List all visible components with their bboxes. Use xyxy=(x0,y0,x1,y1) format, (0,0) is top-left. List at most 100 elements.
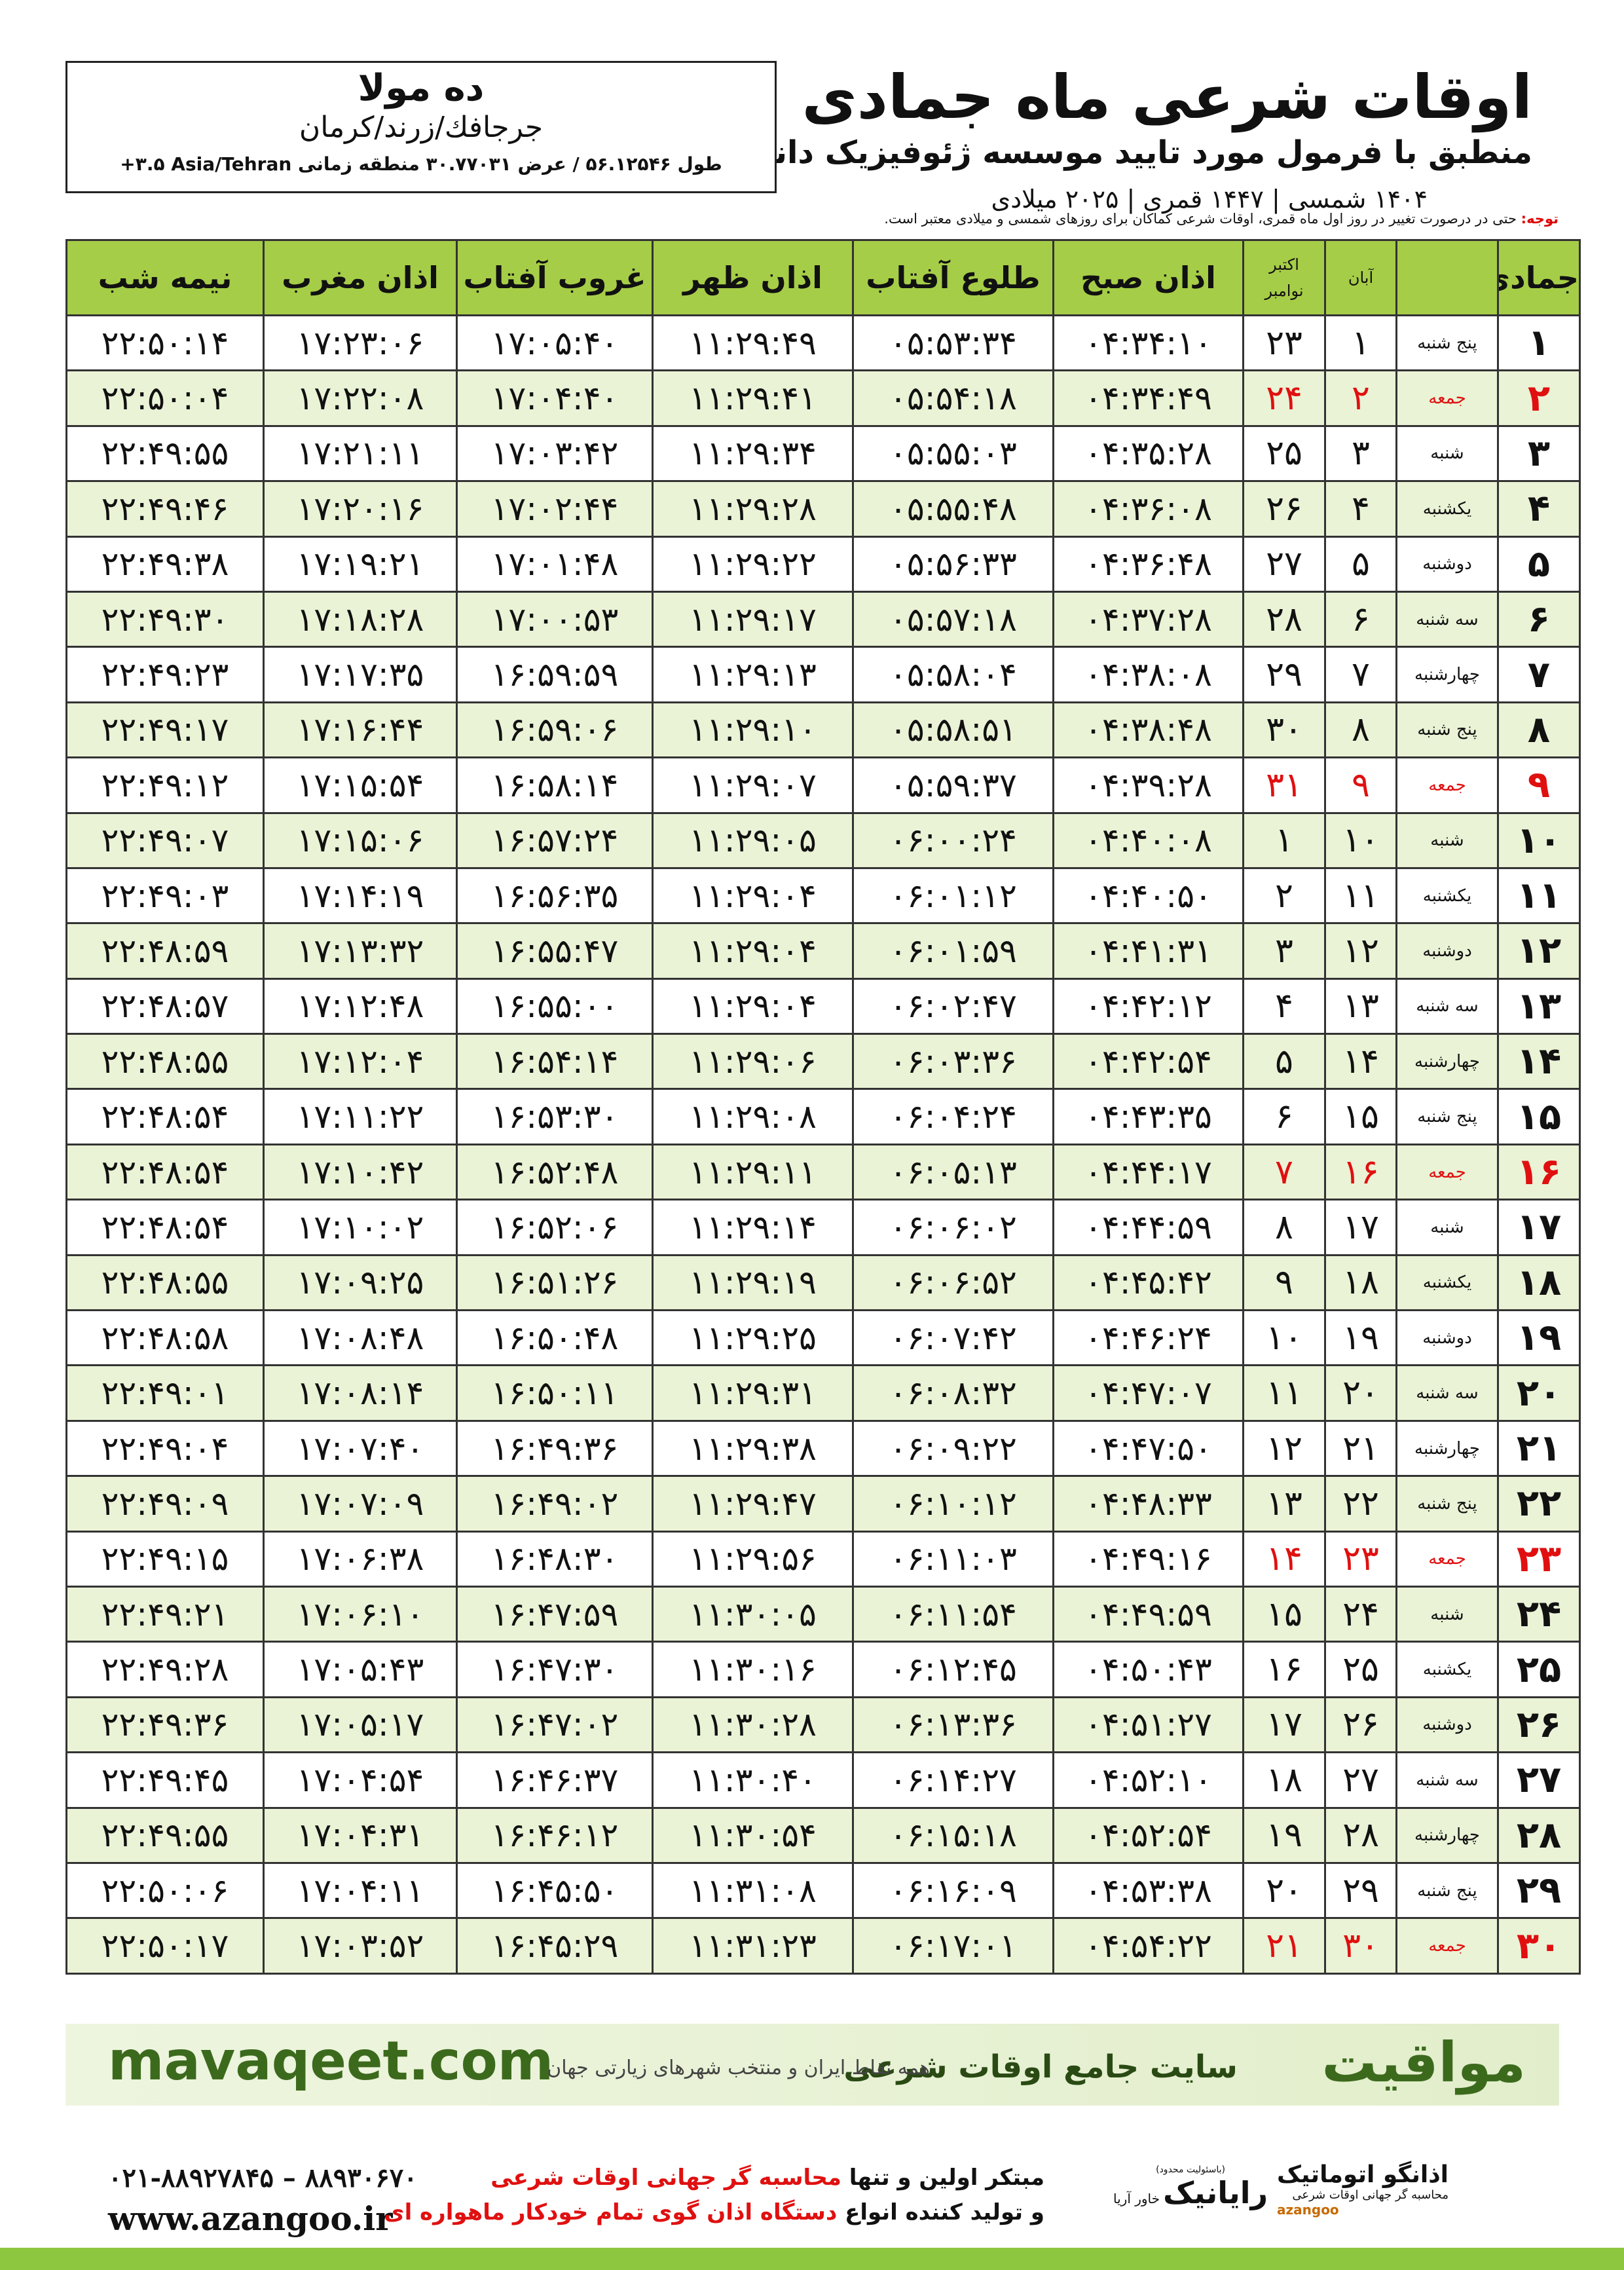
gregorian-day: ۱۵ xyxy=(1242,1585,1326,1643)
lunar-day: ۱۷ xyxy=(1497,1199,1581,1256)
gregorian-day: ۲۶ xyxy=(1242,480,1326,538)
sunrise: ۰۶:۰۲:۴۷ xyxy=(852,977,1054,1035)
lunar-day: ۲۰ xyxy=(1497,1364,1581,1422)
dhuhr: ۱۱:۲۹:۱۱ xyxy=(652,1143,854,1201)
gregorian-day: ۸ xyxy=(1242,1199,1326,1256)
sunrise: ۰۶:۱۴:۲۷ xyxy=(852,1751,1054,1809)
table-row: ۲۵ یکشنبه ۲۵ ۱۶ ۰۴:۵۰:۴۳ ۰۶:۱۲:۴۵ ۱۱:۳۰:۱۶ ۱۶:۴… xyxy=(65,1641,1581,1698)
maghrib: ۱۷:۱۵:۰۶ xyxy=(263,811,458,869)
logo-sub: خاور آریا xyxy=(1113,2191,1160,2206)
maghrib: ۱۷:۰۷:۴۰ xyxy=(263,1419,458,1478)
maghrib: ۱۷:۲۲:۰۸ xyxy=(263,369,458,427)
sunrise: ۰۶:۱۵:۱۸ xyxy=(852,1806,1054,1864)
sunrise: ۰۶:۱۶:۰۹ xyxy=(852,1861,1054,1920)
fajr: ۰۴:۴۱:۳۱ xyxy=(1052,922,1244,980)
midnight: ۲۲:۴۹:۴۶ xyxy=(65,480,265,538)
table-row: ۲۱ چهارشنبه ۲۱ ۱۲ ۰۴:۴۷:۵۰ ۰۶:۰۹:۲۲ ۱۱:۲۹:۳۸ ۱۶… xyxy=(65,1419,1581,1478)
table-row: ۱۷ شنبه ۱۷ ۸ ۰۴:۴۴:۵۹ ۰۶:۰۶:۰۲ ۱۱:۲۹:۱۴ ۱۶:۵۲:۰… xyxy=(65,1199,1581,1256)
aban-day: ۱۵ xyxy=(1324,1088,1397,1145)
gregorian-day: ۲۴ xyxy=(1242,369,1326,427)
midnight: ۲۲:۴۹:۰۱ xyxy=(65,1364,265,1422)
table-row: ۹ جمعه ۹ ۳۱ ۰۴:۳۹:۲۸ ۰۵:۵۹:۳۷ ۱۱:۲۹:۰۷ ۱۶:۵۸:۱۴… xyxy=(65,756,1581,814)
midnight: ۲۲:۴۸:۵۴ xyxy=(65,1143,265,1201)
weekday: جمعه xyxy=(1395,756,1499,814)
gregorian-day: ۲۷ xyxy=(1242,535,1326,593)
midnight: ۲۲:۴۹:۳۸ xyxy=(65,535,265,593)
sunset: ۱۶:۵۵:۴۷ xyxy=(456,922,654,980)
logo-name: رایانیک xyxy=(1163,2175,1268,2210)
midnight: ۲۲:۴۹:۲۳ xyxy=(65,646,265,703)
lunar-day: ۲۳ xyxy=(1497,1530,1581,1588)
aban-day: ۱۹ xyxy=(1324,1309,1397,1367)
website[interactable]: www.azangoo.ir xyxy=(108,2199,393,2238)
aban-day: ۲۴ xyxy=(1324,1585,1397,1643)
sunset: ۱۶:۵۰:۱۱ xyxy=(456,1364,654,1422)
maghrib: ۱۷:۲۰:۱۶ xyxy=(263,480,458,538)
column-header: اذان ظهر xyxy=(652,239,854,316)
midnight: ۲۲:۴۹:۳۶ xyxy=(65,1696,265,1754)
fajr: ۰۴:۴۸:۳۳ xyxy=(1052,1475,1244,1533)
table-row: ۲۹ پنج شنبه ۲۹ ۲۰ ۰۴:۵۳:۳۸ ۰۶:۱۶:۰۹ ۱۱:۳۱:۰۸ ۱۶… xyxy=(65,1861,1581,1920)
gregorian-day: ۱۱ xyxy=(1242,1364,1326,1422)
dhuhr: ۱۱:۲۹:۰۴ xyxy=(652,866,854,925)
dhuhr: ۱۱:۳۰:۵۴ xyxy=(652,1806,854,1864)
dhuhr: ۱۱:۳۱:۰۸ xyxy=(652,1861,854,1920)
weekday: چهارشنبه xyxy=(1395,646,1499,703)
dhuhr: ۱۱:۲۹:۰۴ xyxy=(652,977,854,1035)
footer-tagline: همه نقاط ایران و منتخب شهرهای زیارتی جها… xyxy=(547,2056,930,2079)
midnight: ۲۲:۴۹:۲۱ xyxy=(65,1585,265,1643)
weekday: چهارشنبه xyxy=(1395,1033,1499,1090)
location-box: ده مولا جرجافك/زرند/كرمان طول ۵۶.۱۲۵۴۶ /… xyxy=(65,61,777,193)
footer-url[interactable]: mavaqeet.com xyxy=(108,2030,554,2093)
sunrise: ۰۶:۰۷:۴۲ xyxy=(852,1309,1054,1367)
lunar-day: ۱۱ xyxy=(1497,866,1581,925)
gregorian-day: ۲۹ xyxy=(1242,646,1326,703)
sunrise: ۰۶:۰۴:۲۴ xyxy=(852,1088,1054,1145)
maghrib: ۱۷:۱۸:۲۸ xyxy=(263,590,458,648)
sunset: ۱۶:۴۷:۳۰ xyxy=(456,1641,654,1698)
maghrib: ۱۷:۰۴:۵۴ xyxy=(263,1751,458,1809)
aban-day: ۱۱ xyxy=(1324,866,1397,925)
dhuhr: ۱۱:۲۹:۲۲ xyxy=(652,535,854,593)
sunrise: ۰۶:۱۱:۵۴ xyxy=(852,1585,1054,1643)
sunset: ۱۶:۴۹:۳۶ xyxy=(456,1419,654,1478)
logo-azangoo: اذانگو اتوماتیک محاسبه گر جهانی اوقات شر… xyxy=(1277,2161,1449,2218)
sunset: ۱۶:۵۷:۲۴ xyxy=(456,811,654,869)
sunrise: ۰۵:۵۸:۵۱ xyxy=(852,701,1054,759)
aban-day: ۱۰ xyxy=(1324,811,1397,869)
aban-day: ۵ xyxy=(1324,535,1397,593)
aban-day: ۹ xyxy=(1324,756,1397,814)
lunar-day: ۷ xyxy=(1497,646,1581,703)
text: دستگاه اذان گوی تمام خودکار ماهواره ای xyxy=(384,2199,838,2225)
sunrise: ۰۶:۱۰:۱۲ xyxy=(852,1475,1054,1533)
sunset: ۱۷:۰۵:۴۰ xyxy=(456,314,654,372)
dhuhr: ۱۱:۲۹:۰۸ xyxy=(652,1088,854,1145)
table-body: ۱ پنج شنبه ۱ ۲۳ ۰۴:۳۴:۱۰ ۰۵:۵۳:۳۴ ۱۱:۲۹:۴۹ ۱۷:۰… xyxy=(65,314,1581,1975)
weekday: پنج شنبه xyxy=(1395,1475,1499,1533)
column-header-part: نوامبر xyxy=(1264,282,1304,300)
maghrib: ۱۷:۰۳:۵۲ xyxy=(263,1917,458,1975)
gregorian-day: ۴ xyxy=(1242,977,1326,1035)
table-row: ۵ دوشنبه ۵ ۲۷ ۰۴:۳۶:۴۸ ۰۵:۵۶:۳۳ ۱۱:۲۹:۲۲ ۱۷:۰۱:… xyxy=(65,535,1581,593)
sunset: ۱۶:۴۵:۲۹ xyxy=(456,1917,654,1975)
midnight: ۲۲:۴۹:۵۵ xyxy=(65,1806,265,1864)
table-row: ۱۶ جمعه ۱۶ ۷ ۰۴:۴۴:۱۷ ۰۶:۰۵:۱۳ ۱۱:۲۹:۱۱ ۱۶:۵۲:۴… xyxy=(65,1143,1581,1201)
aban-day: ۲۹ xyxy=(1324,1861,1397,1920)
weekday: شنبه xyxy=(1395,811,1499,869)
weekday: چهارشنبه xyxy=(1395,1419,1499,1478)
weekday: دوشنبه xyxy=(1395,535,1499,593)
dhuhr: ۱۱:۲۹:۴۱ xyxy=(652,369,854,427)
aban-day: ۲ xyxy=(1324,369,1397,427)
bottom-line: مبتکر اولین و تنها محاسبه گر جهانی اوقات… xyxy=(490,2165,1044,2191)
column-header: اذان صبح xyxy=(1052,239,1244,316)
sunrise: ۰۶:۰۶:۰۲ xyxy=(852,1199,1054,1256)
weekday: یکشنبه xyxy=(1395,480,1499,538)
gregorian-day: ۲۵ xyxy=(1242,424,1326,483)
gregorian-day: ۲ xyxy=(1242,866,1326,925)
gregorian-day: ۳ xyxy=(1242,922,1326,980)
table-row: ۲۷ سه شنبه ۲۷ ۱۸ ۰۴:۵۲:۱۰ ۰۶:۱۴:۲۷ ۱۱:۳۰:۴۰ ۱۶:… xyxy=(65,1751,1581,1809)
sunset: ۱۶:۴۷:۵۹ xyxy=(456,1585,654,1643)
table-row: ۸ پنج شنبه ۸ ۳۰ ۰۴:۳۸:۴۸ ۰۵:۵۸:۵۱ ۱۱:۲۹:۱۰ ۱۶:۵… xyxy=(65,701,1581,759)
table-row: ۲۶ دوشنبه ۲۶ ۱۷ ۰۴:۵۱:۲۷ ۰۶:۱۳:۳۶ ۱۱:۳۰:۲۸ ۱۶:۴… xyxy=(65,1696,1581,1754)
